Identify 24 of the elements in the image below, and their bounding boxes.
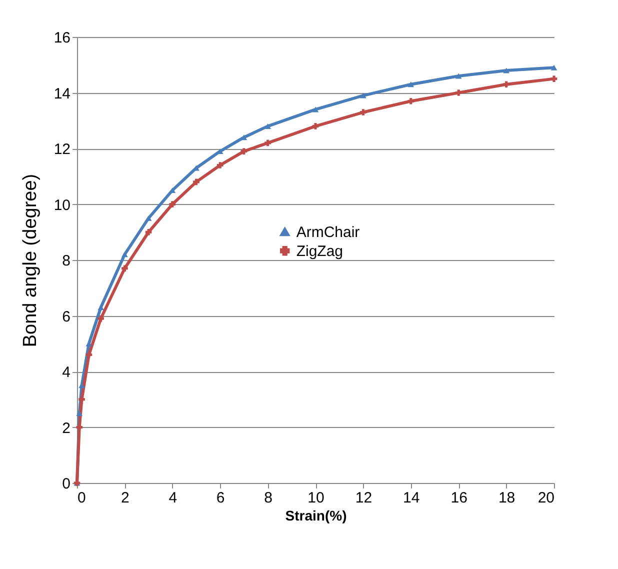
x-tick-label: 16 xyxy=(450,490,468,506)
y-tick-label: 0 xyxy=(62,476,70,492)
x-tick-label: 8 xyxy=(264,490,272,506)
x-tick-label: 12 xyxy=(355,490,372,506)
x-tick-label: 10 xyxy=(308,490,324,506)
y-axis-title: Bond angle (degree) xyxy=(20,174,41,348)
y-tick-label: 16 xyxy=(54,30,70,46)
x-axis-title: Strain(%) xyxy=(285,508,347,524)
x-tick-label: 6 xyxy=(216,490,225,506)
y-tick-label: 12 xyxy=(54,141,70,158)
y-tick-label: 2 xyxy=(62,420,70,437)
x-tick-label: 18 xyxy=(498,490,516,506)
x-tick-label: 14 xyxy=(403,490,420,506)
y-tick-label: 6 xyxy=(62,308,70,326)
legend-label: ArmChair xyxy=(296,224,360,241)
y-tick-label: 10 xyxy=(54,196,70,214)
y-tick-label: 8 xyxy=(62,252,70,270)
x-tick-label: 20 xyxy=(538,490,554,506)
x-tick-label: 0 xyxy=(78,490,86,506)
legend-label: ZigZag xyxy=(296,242,344,260)
x-tick-label: 2 xyxy=(121,490,130,506)
x-tick-label: 4 xyxy=(168,490,178,506)
y-tick-label: 14 xyxy=(54,85,70,102)
y-tick-label: 4 xyxy=(62,364,70,381)
